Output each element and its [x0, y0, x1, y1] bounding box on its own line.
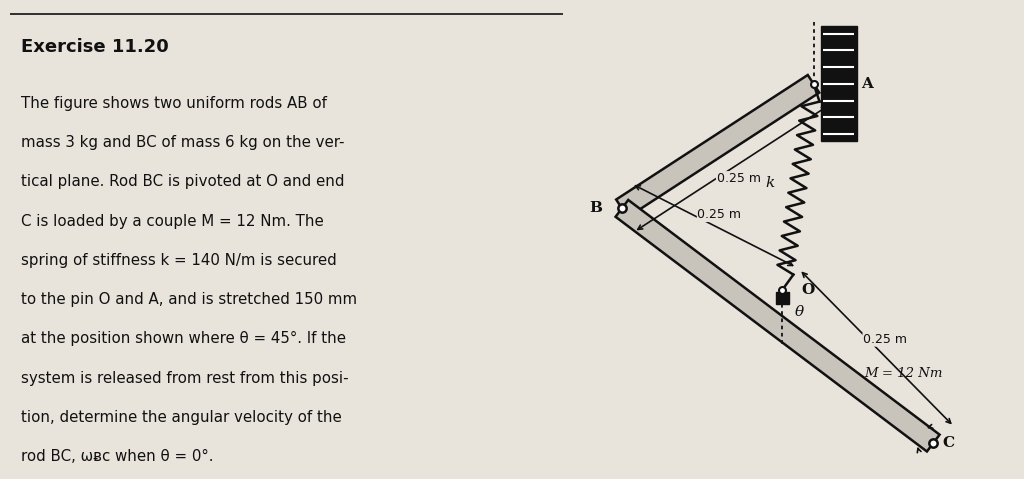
Text: C is loaded by a couple M = 12 Nm. The: C is loaded by a couple M = 12 Nm. The	[22, 214, 324, 228]
Text: mass 3 kg and BC of mass 6 kg on the ver-: mass 3 kg and BC of mass 6 kg on the ver…	[22, 135, 345, 150]
Text: spring of stiffness k = 140 N/m is secured: spring of stiffness k = 140 N/m is secur…	[22, 253, 337, 268]
Text: θ: θ	[795, 305, 804, 319]
Text: rod BC, ωᴃᴄ when θ = 0°.: rod BC, ωᴃᴄ when θ = 0°.	[22, 449, 214, 464]
Polygon shape	[616, 75, 819, 217]
Text: Exercise 11.20: Exercise 11.20	[22, 38, 169, 57]
Bar	[820, 26, 857, 141]
Text: C: C	[943, 436, 955, 450]
Text: 0.25 m: 0.25 m	[697, 208, 741, 221]
Text: 0.25 m: 0.25 m	[863, 333, 907, 346]
Text: B: B	[590, 201, 603, 216]
Text: to the pin O and A, and is stretched 150 mm: to the pin O and A, and is stretched 150…	[22, 292, 357, 307]
Text: tical plane. Rod BC is pivoted at O and end: tical plane. Rod BC is pivoted at O and …	[22, 174, 345, 189]
Text: k: k	[765, 175, 774, 190]
Polygon shape	[615, 200, 940, 452]
Text: M = 12 Nm: M = 12 Nm	[864, 367, 942, 380]
Text: at the position shown where θ = 45°. If the: at the position shown where θ = 45°. If …	[22, 331, 346, 346]
Text: 0.25 m: 0.25 m	[717, 172, 761, 185]
Bar	[775, 292, 790, 304]
Text: O: O	[802, 283, 815, 297]
Text: The figure shows two uniform rods AB of: The figure shows two uniform rods AB of	[22, 96, 328, 111]
Text: A: A	[861, 77, 873, 91]
Text: system is released from rest from this posi-: system is released from rest from this p…	[22, 371, 349, 386]
Text: tion, determine the angular velocity of the: tion, determine the angular velocity of …	[22, 410, 342, 425]
